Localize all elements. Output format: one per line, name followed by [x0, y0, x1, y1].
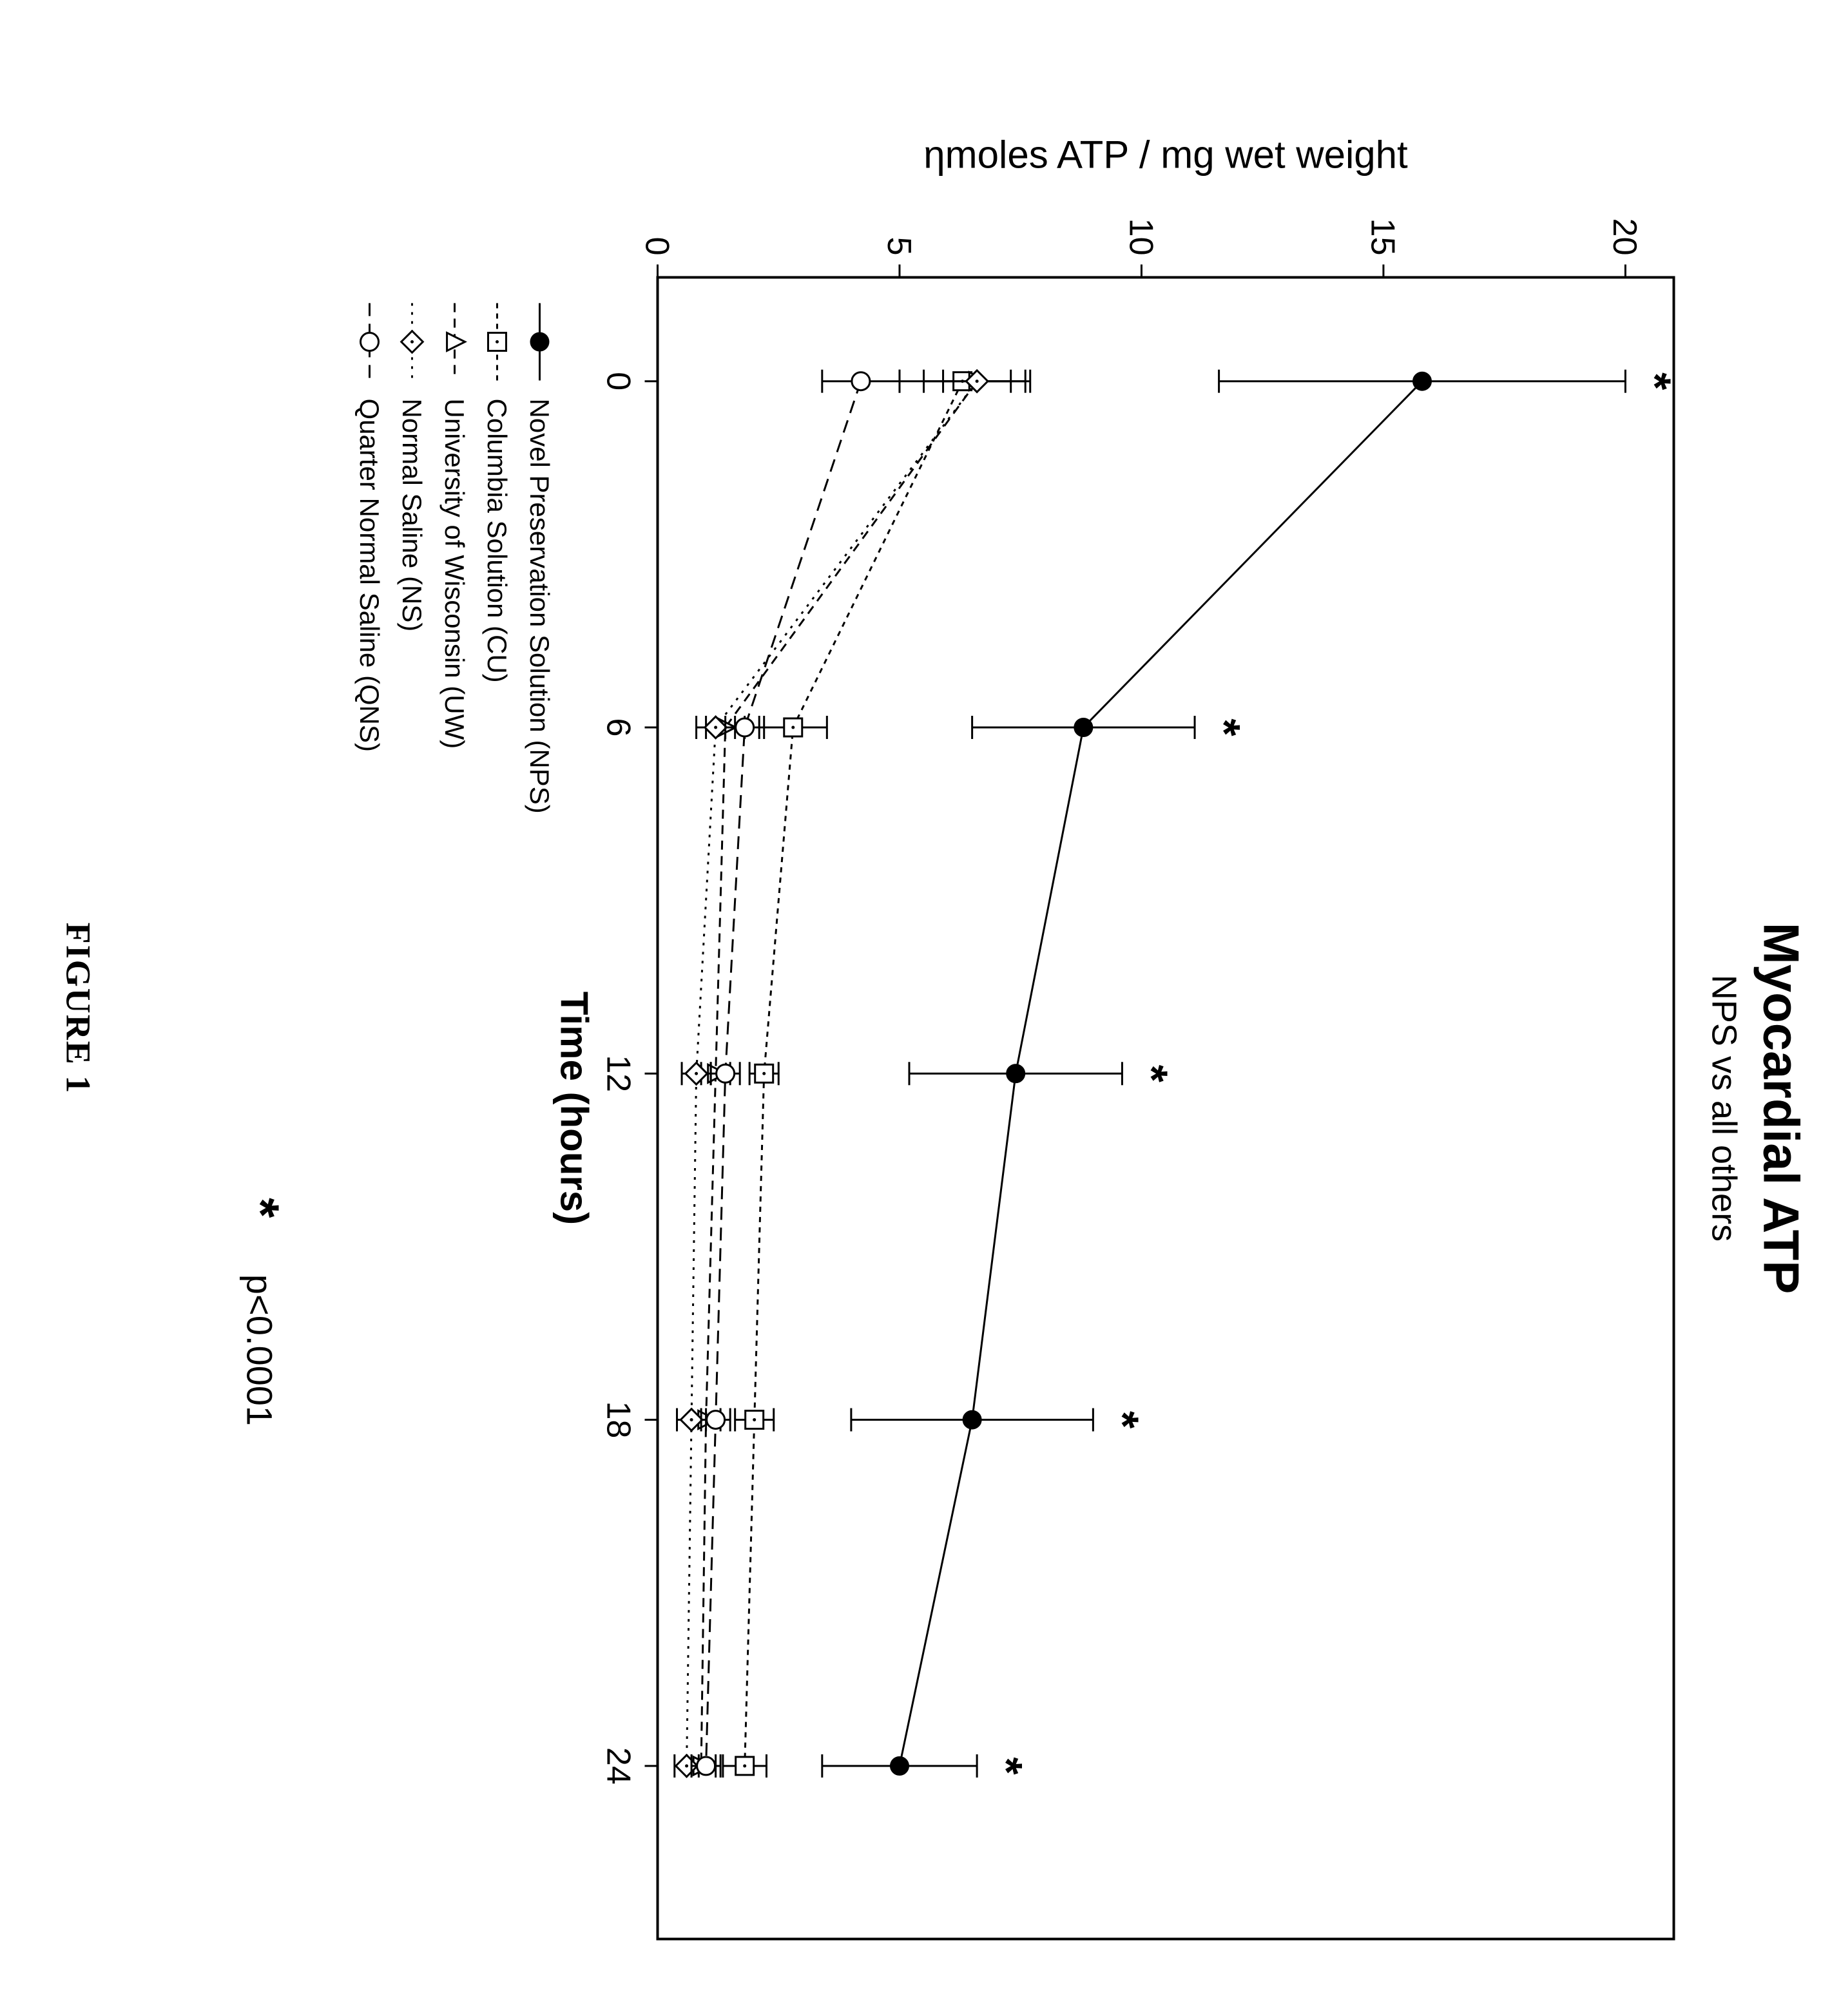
legend-label: Normal Saline (NS) — [396, 398, 427, 631]
y-axis-label: ηmoles ATP / mg wet weight — [923, 133, 1408, 176]
x-tick-label: 24 — [599, 1747, 637, 1784]
marker-open-circle — [716, 1064, 734, 1082]
chart-title: Myocardial ATP — [1753, 922, 1809, 1293]
series-QNS — [691, 369, 900, 1777]
marker-filled-circle — [890, 1756, 908, 1774]
chart-subtitle: NPS vs all others — [1704, 974, 1743, 1241]
marker-open-triangle — [447, 332, 465, 350]
marker-open-circle — [735, 718, 753, 736]
marker-filled-circle — [1074, 718, 1092, 736]
legend-item-UW: University of Wisconsin (UW) — [439, 303, 469, 749]
marker-filled-circle — [1413, 372, 1431, 390]
x-tick-label: 0 — [599, 372, 637, 390]
legend-item-NPS: Novel Preservation Solution (NPS) — [524, 303, 554, 813]
y-tick-label: 15 — [1364, 218, 1401, 255]
marker-open-circle — [851, 372, 869, 390]
legend-item-NS: Normal Saline (NS) — [396, 303, 427, 631]
x-tick-label: 6 — [599, 718, 637, 736]
marker-filled-circle — [530, 332, 548, 350]
series-NPS: * * * * * — [822, 369, 1680, 1777]
figure-label: FIGURE 1 — [58, 0, 98, 2016]
plot-frame — [657, 277, 1673, 1939]
legend-item-QNS: Quarter Normal Saline (QNS) — [354, 303, 384, 751]
legend-label: University of Wisconsin (UW) — [439, 398, 469, 749]
legend-item-CU: Columbia Solution (CU) — [481, 303, 512, 682]
significance-star-icon: * — [1630, 372, 1680, 390]
legend-label: Columbia Solution (CU) — [481, 398, 512, 682]
y-tick-label: 20 — [1606, 218, 1643, 255]
y-tick-label: 10 — [1122, 218, 1159, 255]
rotated-stage: Myocardial ATP NPS vs all others 0 6 12 18 24 0… — [0, 0, 1841, 2016]
x-axis-label: Time (hours) — [552, 991, 595, 1224]
annotation-text: p<0.0001 — [239, 1274, 280, 1425]
annotation-star-icon: * — [232, 1198, 289, 1218]
significance-star-icon: * — [1199, 718, 1249, 736]
marker-filled-circle — [963, 1410, 981, 1428]
marker-open-circle — [360, 332, 378, 350]
x-tick-label: 18 — [599, 1401, 637, 1438]
marker-open-circle — [706, 1410, 724, 1428]
y-tick-label: 0 — [638, 236, 675, 255]
chart: Myocardial ATP NPS vs all others 0 6 12 18 24 0… — [193, 0, 1841, 2016]
marker-filled-circle — [1007, 1064, 1025, 1082]
legend-label: Quarter Normal Saline (QNS) — [354, 398, 384, 751]
significance-star-icon: * — [1126, 1064, 1177, 1082]
y-tick-label: 5 — [880, 236, 917, 255]
significance-star-icon: * — [1097, 1410, 1148, 1428]
legend-label: Novel Preservation Solution (NPS) — [524, 398, 554, 813]
significance-star-icon: * — [981, 1757, 1032, 1775]
marker-open-circle — [697, 1756, 715, 1774]
x-tick-label: 12 — [599, 1055, 637, 1092]
